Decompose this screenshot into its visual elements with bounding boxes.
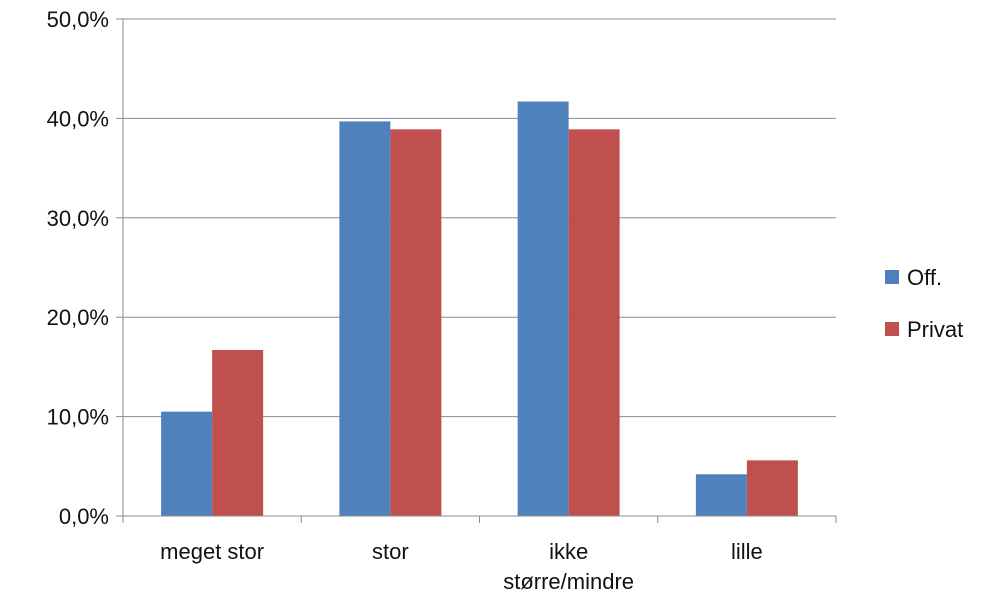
y-axis-tick-label: 50,0% bbox=[47, 7, 109, 32]
y-axis-tick-labels: 0,0% 10,0% 20,0% 30,0% 40,0% 50,0% bbox=[47, 7, 109, 529]
y-axis-tick-label: 30,0% bbox=[47, 206, 109, 231]
legend: Off. Privat bbox=[885, 265, 963, 342]
axes bbox=[116, 18, 837, 523]
x-axis-category-label-line: stor bbox=[372, 539, 409, 564]
x-axis-category-label: meget stor bbox=[160, 539, 264, 564]
bar-off-1 bbox=[339, 121, 391, 516]
bar-off-2 bbox=[517, 101, 569, 516]
bar-off-0 bbox=[161, 411, 213, 516]
y-axis-tick-label: 0,0% bbox=[59, 504, 109, 529]
y-axis-tick-label: 20,0% bbox=[47, 305, 109, 330]
x-axis-category-label-line: meget stor bbox=[160, 539, 264, 564]
bar-privat-2 bbox=[568, 129, 620, 517]
bar-privat-3 bbox=[746, 460, 798, 516]
bars bbox=[161, 101, 798, 517]
y-axis-tick-label: 40,0% bbox=[47, 106, 109, 131]
bar-privat-1 bbox=[390, 129, 442, 517]
x-axis-category-label-line: større/mindre bbox=[503, 569, 634, 594]
legend-label: Privat bbox=[907, 317, 963, 342]
x-axis-category-label: stor bbox=[372, 539, 409, 564]
x-axis-category-label: ikke større/mindre bbox=[503, 539, 634, 594]
x-axis-category-labels: meget stor stor ikke større/mindre lille bbox=[160, 539, 763, 594]
y-axis-tick-label: 10,0% bbox=[47, 405, 109, 430]
x-axis-category-label-line: ikke bbox=[549, 539, 588, 564]
gridlines bbox=[123, 18, 836, 418]
legend-swatch bbox=[885, 322, 899, 336]
x-axis-category-label-line: lille bbox=[731, 539, 763, 564]
legend-label: Off. bbox=[907, 265, 942, 290]
x-axis-category-label: lille bbox=[731, 539, 763, 564]
bar-privat-0 bbox=[212, 350, 264, 516]
bar-off-3 bbox=[695, 474, 747, 516]
legend-swatch bbox=[885, 270, 899, 284]
